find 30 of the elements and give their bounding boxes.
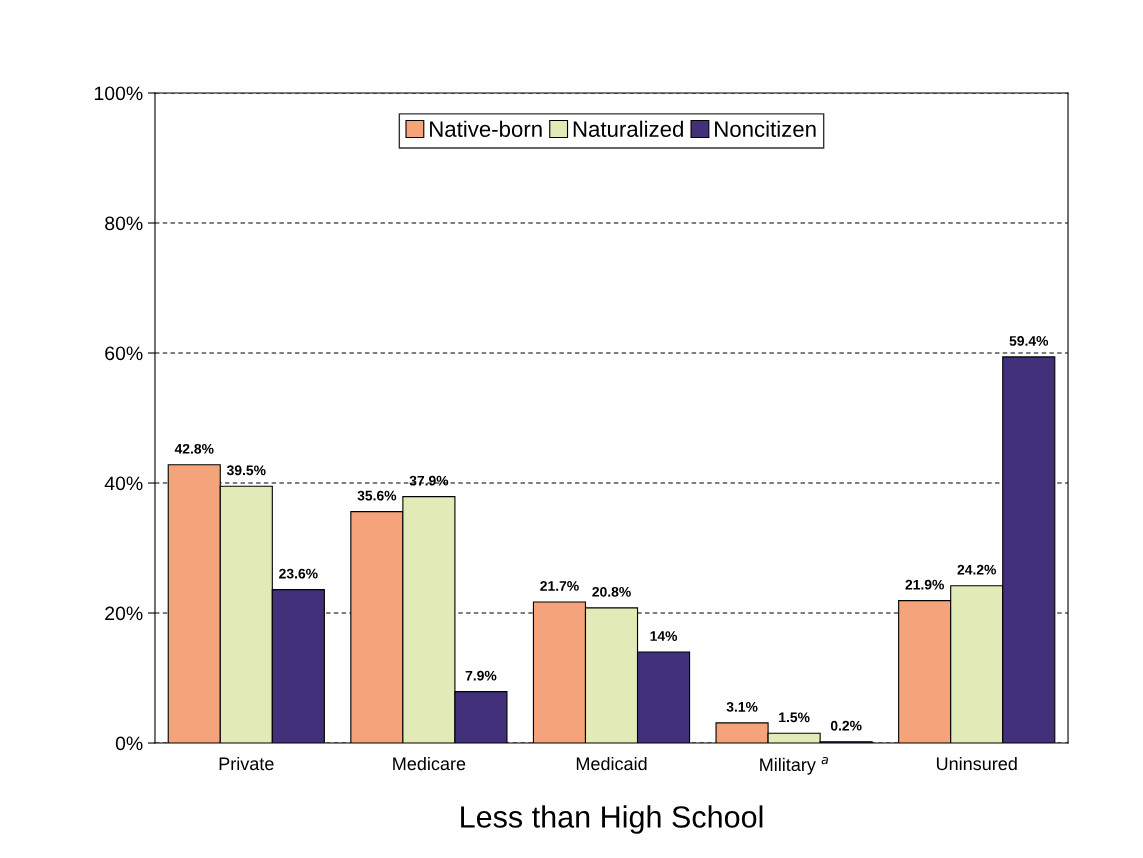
data-label: 14% bbox=[650, 631, 678, 641]
x-axis-title: Less than High School bbox=[461, 805, 763, 834]
data-label: 0.2% bbox=[830, 720, 862, 731]
x-tick-label: Uninsured bbox=[936, 756, 1017, 771]
legend-label: Native-born bbox=[430, 120, 542, 137]
y-tick-label: 100% bbox=[94, 86, 143, 101]
legend-label: Noncitizen bbox=[715, 120, 816, 137]
data-label: 21.7% bbox=[540, 581, 579, 591]
data-label: 59.4% bbox=[1009, 336, 1049, 346]
data-label: 23.6% bbox=[279, 568, 318, 579]
data-label: 3.1% bbox=[726, 701, 758, 712]
x-tick-label: Medicare bbox=[393, 756, 466, 771]
data-label: 35.6% bbox=[357, 490, 397, 501]
data-label: 39.5% bbox=[226, 465, 266, 476]
data-label: 37.9% bbox=[409, 475, 449, 486]
data-label: 21.9% bbox=[905, 579, 944, 590]
y-tick-label: 80% bbox=[105, 216, 143, 231]
data-label: 42.8% bbox=[174, 443, 214, 454]
y-tick-label: 60% bbox=[105, 346, 143, 361]
data-label: 7.9% bbox=[465, 670, 497, 681]
y-tick-label: 0% bbox=[115, 736, 143, 751]
data-label: 20.8% bbox=[592, 586, 631, 597]
y-tick-label: 20% bbox=[105, 606, 143, 621]
x-tick-label: Military $^{a}$ bbox=[760, 756, 828, 775]
data-label: 24.2% bbox=[957, 564, 997, 575]
y-tick-label: 40% bbox=[104, 476, 143, 491]
x-tick-label: Private bbox=[219, 756, 274, 771]
data-label: 1.5% bbox=[779, 712, 810, 723]
x-tick-label: Medicaid bbox=[576, 756, 647, 771]
legend-label: Naturalized bbox=[573, 120, 683, 137]
